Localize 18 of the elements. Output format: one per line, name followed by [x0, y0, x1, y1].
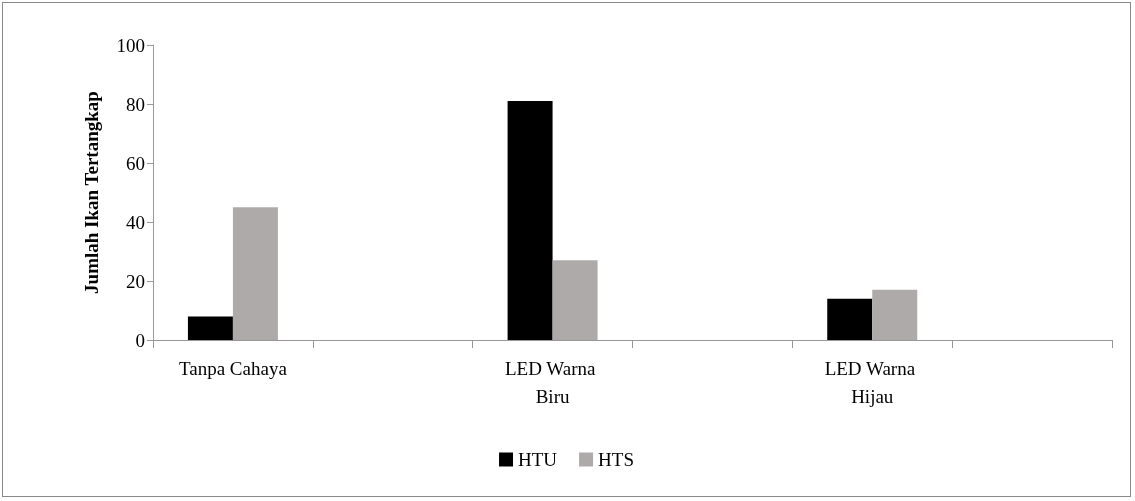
y-tick-label: 0 [135, 329, 145, 351]
bar [232, 207, 278, 340]
bar [872, 289, 918, 340]
y-axis-title: Jumlah Ikan Tertangkap [81, 91, 102, 294]
bar [827, 298, 873, 340]
legend-label: HTU [518, 449, 558, 470]
y-tick-label: 100 [116, 34, 145, 56]
y-tick-label: 80 [126, 93, 145, 115]
y-tick-label: 60 [126, 152, 145, 174]
x-tick-label: LED Warna Hijau [824, 357, 920, 407]
y-tick-label: 40 [126, 211, 145, 233]
bar [552, 260, 598, 340]
legend-label: HTS [598, 449, 634, 470]
y-tick-label: 20 [126, 270, 145, 292]
bar [187, 316, 233, 340]
x-tick-label: Tanpa Cahaya [178, 357, 288, 379]
bar [507, 101, 553, 340]
x-tick-label: LED Warna Biru [504, 357, 601, 407]
